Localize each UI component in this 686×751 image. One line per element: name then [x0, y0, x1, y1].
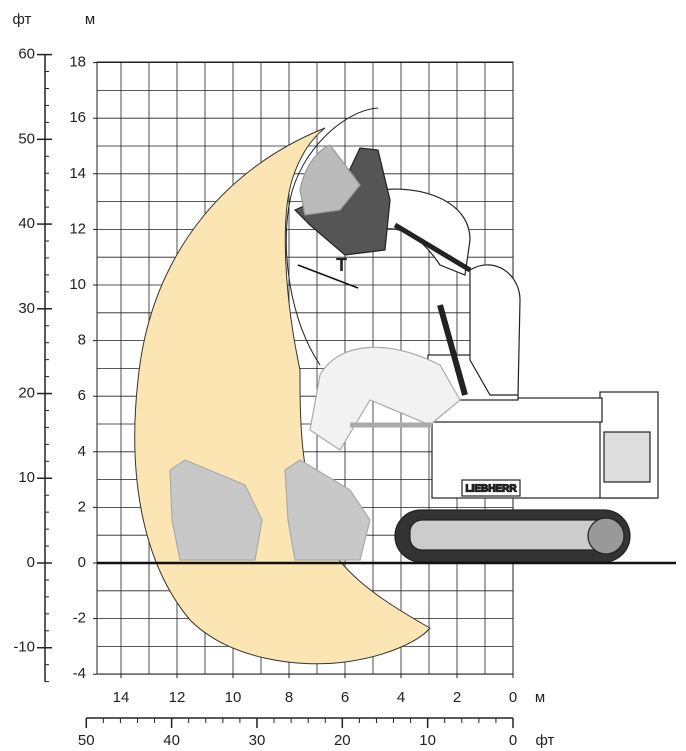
x-m-tick-label: 2: [453, 689, 461, 706]
y-ft-tick-label: 60: [18, 46, 35, 63]
x-ft-tick-label: 20: [334, 732, 351, 749]
y-m-tick-label: 12: [69, 220, 86, 237]
y-m-tick-label: 16: [69, 109, 86, 126]
excavator: LIEBHERR: [169, 144, 659, 563]
bucket-lowered: [284, 459, 371, 561]
y-m-tick-label: 8: [78, 332, 86, 349]
y-m-tick-label: -4: [73, 665, 86, 682]
x-m-tick-label: 14: [113, 689, 130, 706]
axis-unit: м: [85, 11, 95, 28]
x-m-tick-label: 12: [169, 689, 186, 706]
y-ft-tick-label: 0: [27, 554, 35, 571]
y-ft-tick-label: 10: [18, 469, 35, 486]
cylinder: [437, 304, 468, 396]
axis-unit: фт: [13, 11, 32, 28]
bucket-ghost: [299, 144, 361, 216]
x-ft-tick-label: 50: [78, 732, 95, 749]
dimension-line: [297, 264, 359, 289]
cylinder: [393, 222, 472, 273]
boom-raised: [469, 264, 521, 396]
brand: LIEBHERR: [465, 484, 517, 495]
boom-lowered: [309, 346, 461, 451]
x-m-tick-label: 10: [225, 689, 242, 706]
y-m-tick-label: 0: [78, 554, 86, 571]
y-m-tick-label: 10: [69, 276, 86, 293]
x-ft-tick-label: 40: [163, 732, 180, 749]
radiator: [603, 431, 651, 483]
x-ft-tick-label: 30: [249, 732, 266, 749]
y-ft-tick-label: 30: [18, 300, 35, 317]
y-m-tick-label: 18: [69, 54, 86, 71]
reach-arc: [285, 107, 379, 366]
brand-plate: [461, 479, 521, 497]
y-m-tick-label: -2: [73, 610, 86, 627]
y-m-tick-label: 2: [78, 498, 86, 515]
bucket-far: [169, 459, 263, 561]
y-ft-tick-label: 20: [18, 384, 35, 401]
x-ft-tick-label: 0: [509, 732, 517, 749]
stick-raised: [379, 188, 471, 276]
axis-unit: фт: [536, 732, 555, 749]
x-ft-tick-label: 10: [419, 732, 436, 749]
y-m-tick-label: 14: [69, 165, 86, 182]
x-m-tick-label: 0: [509, 689, 517, 706]
y-ft-tick-label: -10: [13, 639, 35, 656]
axis-unit: м: [535, 689, 545, 706]
idler: [587, 517, 625, 555]
y-m-tick-label: 6: [78, 387, 86, 404]
dimension-label: T: [336, 255, 347, 275]
y-ft-tick-label: 50: [18, 130, 35, 147]
x-m-tick-label: 8: [285, 689, 293, 706]
y-m-tick-label: 4: [78, 443, 86, 460]
track-frame: [409, 519, 611, 551]
x-m-tick-label: 6: [341, 689, 349, 706]
y-ft-tick-label: 40: [18, 215, 35, 232]
x-m-tick-label: 4: [397, 689, 405, 706]
